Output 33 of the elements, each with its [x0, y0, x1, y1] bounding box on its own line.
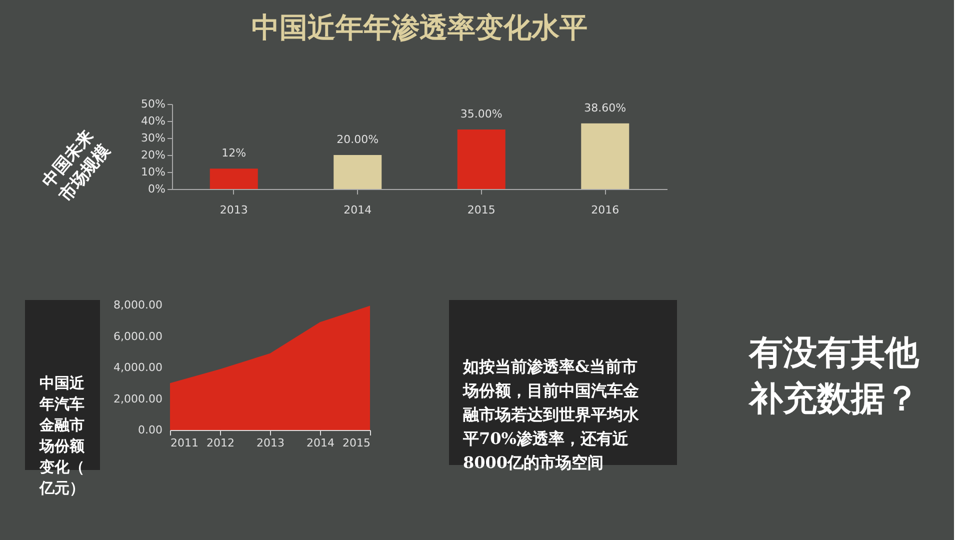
y-tick-label: 0%: [148, 182, 166, 196]
x-tick-label: 2015: [342, 436, 370, 450]
y-tick-label: 0.00: [138, 424, 162, 436]
x-tick-label: 2014: [306, 436, 334, 450]
bar: [334, 155, 382, 189]
y-tick-label: 6,000.00: [114, 330, 162, 343]
text: 有没有其他补充数据？: [748, 333, 920, 419]
bar: [210, 168, 258, 189]
y-tick-label: 10%: [141, 166, 166, 178]
x-tick-label: 2015: [467, 204, 496, 216]
y-tick-label: 4,000.00: [114, 361, 162, 374]
y-tick-label: 20%: [141, 148, 166, 162]
data-label: 12%: [222, 146, 246, 160]
data-label: 20.00%: [336, 133, 379, 146]
x-tick-label: 2013: [256, 436, 284, 450]
y-tick-label: 30%: [141, 132, 166, 144]
y-tick-label: 40%: [141, 114, 166, 128]
text: 中国未来市场规模: [38, 126, 114, 206]
bar: [581, 123, 630, 189]
data-label: 38.60%: [584, 101, 626, 114]
text: 如按当前渗透率&当前市场份额，目前中国汽车金融市场若达到世界平均水平70%渗透率，还有近8000亿的市场空间: [462, 357, 640, 472]
x-tick-label: 2014: [344, 204, 372, 216]
text: 中国近年汽车金融市场份额变化（亿元）: [38, 374, 86, 497]
x-tick-label: 2012: [206, 436, 234, 450]
bar: [457, 130, 506, 189]
y-tick-label: 50%: [141, 98, 166, 110]
data-label: 35.00%: [460, 108, 502, 120]
x-tick-label: 2011: [170, 436, 198, 450]
y-tick-label: 8,000.00: [114, 298, 162, 312]
y-tick-label: 2,000.00: [114, 392, 162, 406]
chart-title: 中国近年年渗透率变化水平: [252, 11, 588, 44]
x-tick-label: 2013: [220, 204, 248, 216]
x-tick-label: 2016: [591, 204, 620, 216]
